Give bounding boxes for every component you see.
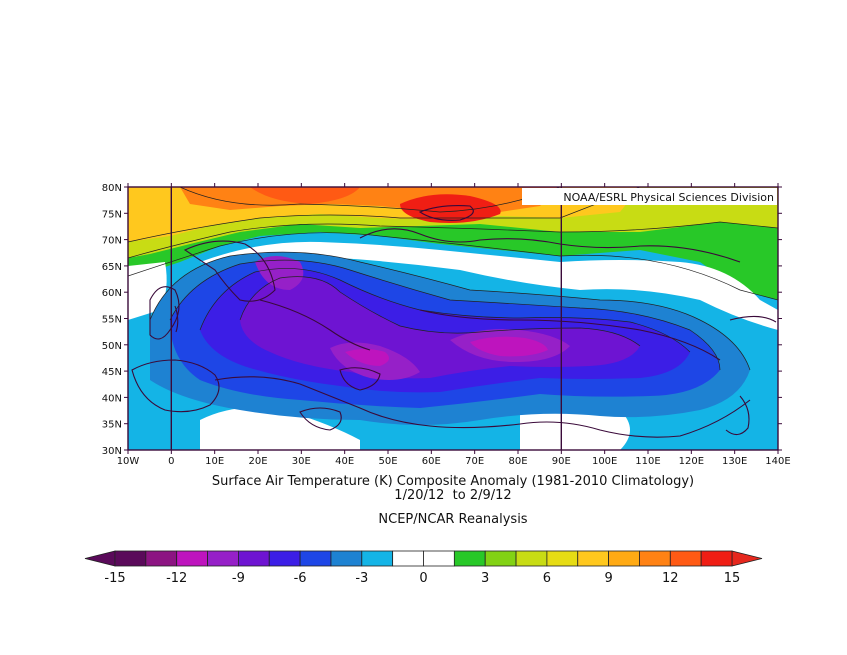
colorbar-label: -9 <box>232 571 245 586</box>
lon-tick-label: 30E <box>292 456 311 467</box>
anomaly-map: NOAA/ESRL Physical Sciences Division 30N… <box>102 183 791 467</box>
lat-tick-label: 75N <box>102 209 122 220</box>
lat-tick-label: 65N <box>102 262 122 273</box>
warm-core-barents <box>400 194 501 223</box>
lon-tick-label: 90E <box>552 456 571 467</box>
colorbar-label: -12 <box>166 571 187 586</box>
colorbar-swatch <box>608 550 640 567</box>
colorbar-swatch <box>700 550 733 567</box>
colorbar: -15 -12 -9 -6 -3 0 3 6 9 12 15 <box>84 550 763 586</box>
coastlines <box>131 205 777 438</box>
colorbar-swatch <box>207 550 239 567</box>
lon-tick-label: 130E <box>722 456 747 467</box>
latitude-axis: 30N 35N 40N 45N 50N 55N 60N 65N 70N 75N 80N <box>102 183 782 457</box>
neutral-zone-north <box>200 241 778 330</box>
caption-title: Surface Air Temperature (K) Composite An… <box>212 474 694 489</box>
colorbar-max-arrow <box>731 550 763 567</box>
colorbar-swatch <box>299 550 332 567</box>
colorbar-label: -15 <box>104 571 125 586</box>
lat-tick-label: 80N <box>102 183 122 194</box>
colorbar-swatch <box>515 550 548 567</box>
colorbar-swatch <box>639 550 671 567</box>
colorbar-swatch <box>361 550 394 567</box>
colorbar-swatch <box>145 550 178 567</box>
lon-tick-label: 0 <box>168 456 174 467</box>
lon-tick-label: 140E <box>765 456 790 467</box>
lon-tick-label: 10W <box>117 456 140 467</box>
colorbar-min-arrow <box>84 550 116 567</box>
lat-tick-label: 45N <box>102 367 122 378</box>
colorbar-swatch <box>268 550 301 567</box>
lat-tick-label: 30N <box>102 446 122 457</box>
colorbar-label: 9 <box>604 571 612 586</box>
colorbar-label: 12 <box>662 571 679 586</box>
colorbar-swatch <box>237 550 270 567</box>
lat-tick-label: 35N <box>102 420 122 431</box>
colorbar-label: -3 <box>355 571 368 586</box>
shaded-field <box>128 187 778 450</box>
caption-source: NCEP/NCAR Reanalysis <box>378 512 527 527</box>
colorbar-label: 15 <box>724 571 741 586</box>
colorbar-swatch <box>669 550 702 567</box>
lon-tick-label: 20E <box>248 456 267 467</box>
colorbar-label: 0 <box>419 571 427 586</box>
colorbar-swatch <box>176 550 208 567</box>
cold-core-kazakhstan-inner <box>470 336 548 357</box>
lat-tick-label: 55N <box>102 315 122 326</box>
neutral-zone-south <box>200 407 360 450</box>
colorbar-swatch <box>330 550 363 567</box>
colorbar-swatch <box>392 550 424 567</box>
lat-tick-label: 50N <box>102 341 122 352</box>
contour-lines <box>128 187 778 371</box>
lon-tick-label: 120E <box>679 456 704 467</box>
lon-tick-label: 40E <box>335 456 354 467</box>
colorbar-label: -6 <box>294 571 307 586</box>
caption-dates: 1/20/12 to 2/9/12 <box>394 488 511 503</box>
lon-tick-label: 80E <box>508 456 527 467</box>
cold-core-europe <box>255 256 304 290</box>
cold-core-volga-inner <box>345 349 389 366</box>
lat-tick-label: 40N <box>102 393 122 404</box>
colorbar-label: 6 <box>543 571 551 586</box>
colorbar-swatch <box>423 550 455 567</box>
colorbar-swatch <box>484 550 517 567</box>
colorbar-swatch <box>577 550 610 567</box>
lon-tick-label: 100E <box>592 456 617 467</box>
credit-text: NOAA/ESRL Physical Sciences Division <box>563 191 774 204</box>
lon-tick-label: 60E <box>422 456 441 467</box>
lon-tick-label: 50E <box>378 456 397 467</box>
colorbar-swatch <box>114 550 147 567</box>
credit-box <box>522 188 777 205</box>
lat-tick-label: 70N <box>102 236 122 247</box>
lat-tick-label: 60N <box>102 288 122 299</box>
colorbar-label: 3 <box>481 571 489 586</box>
lon-tick-label: 70E <box>465 456 484 467</box>
warm-core-svalbard <box>250 187 360 204</box>
lon-tick-label: 10E <box>205 456 224 467</box>
colorbar-swatch <box>453 550 486 567</box>
colorbar-swatch <box>546 550 579 567</box>
longitude-axis: 10W 0 10E 20E 30E 40E 50E 60E 70E 80E 90E 100E 110E 1… <box>117 183 791 467</box>
lon-tick-label: 110E <box>635 456 660 467</box>
